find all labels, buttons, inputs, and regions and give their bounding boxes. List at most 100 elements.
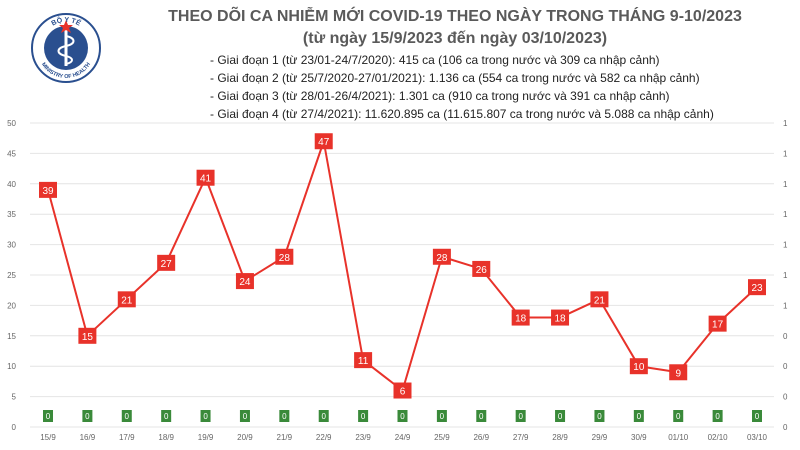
data-point-box — [117, 291, 136, 308]
data-label: 47 — [318, 137, 330, 148]
data-label: 18 — [554, 314, 566, 325]
data-label: 21 — [594, 295, 606, 306]
zero-label: 0 — [164, 412, 169, 421]
y2-tick-label: 0 — [783, 332, 788, 341]
zero-label: 0 — [558, 412, 563, 421]
data-point-box — [708, 315, 727, 332]
data-label: 27 — [161, 259, 173, 270]
title-line-1: THEO DÕI CA NHIỄM MỚI COVID-19 THEO NGÀY… — [168, 8, 742, 25]
zero-marker — [121, 410, 132, 422]
zero-marker — [633, 410, 644, 422]
x-tick-label: 03/10 — [747, 433, 768, 442]
data-point-box — [275, 248, 294, 265]
zero-label: 0 — [400, 412, 405, 421]
period-notes: - Giai đoạn 1 (từ 23/01-24/7/2020): 415 … — [210, 51, 800, 123]
zero-label: 0 — [203, 412, 208, 421]
y-tick-label: 45 — [7, 149, 16, 158]
zero-marker — [673, 410, 684, 422]
x-tick-label: 16/9 — [80, 433, 96, 442]
data-point-box — [432, 248, 451, 265]
data-label: 28 — [436, 253, 448, 264]
y2-tick-label: 1 — [783, 271, 788, 280]
x-tick-label: 27/9 — [513, 433, 529, 442]
y2-tick-label: 0 — [783, 393, 788, 402]
data-point-box — [78, 327, 97, 344]
note-period-4: - Giai đoạn 4 (từ 27/4/2021): 11.620.895… — [210, 107, 714, 121]
x-tick-label: 19/9 — [198, 433, 214, 442]
y2-tick-label: 1 — [783, 119, 788, 128]
zero-marker — [161, 410, 172, 422]
data-label: 24 — [239, 277, 251, 288]
y2-tick-label: 1 — [783, 149, 788, 158]
y-tick-label: 30 — [7, 241, 16, 250]
data-label: 11 — [358, 356, 369, 367]
data-point-box — [393, 382, 412, 399]
zero-label: 0 — [85, 412, 90, 421]
data-label: 18 — [515, 314, 527, 325]
x-tick-label: 30/9 — [631, 433, 647, 442]
x-tick-label: 20/9 — [237, 433, 253, 442]
data-label: 23 — [751, 283, 763, 294]
zero-marker — [397, 410, 408, 422]
zero-marker — [200, 410, 211, 422]
data-label: 26 — [476, 265, 488, 276]
zero-label: 0 — [637, 412, 642, 421]
data-label: 6 — [400, 387, 406, 398]
zero-marker — [358, 410, 369, 422]
x-tick-label: 22/9 — [316, 433, 332, 442]
data-label: 9 — [675, 368, 681, 379]
data-label: 41 — [200, 174, 212, 185]
zero-label: 0 — [479, 412, 484, 421]
y2-tick-label: 1 — [783, 241, 788, 250]
zero-label: 0 — [676, 412, 681, 421]
zero-marker — [555, 410, 566, 422]
zero-marker — [515, 410, 526, 422]
x-tick-label: 18/9 — [158, 433, 174, 442]
series-line — [47, 140, 758, 392]
data-label: 28 — [279, 253, 291, 264]
y-tick-label: 0 — [12, 423, 17, 432]
data-point-box — [472, 260, 491, 277]
y2-tick-label: 1 — [783, 301, 788, 310]
data-point-box — [235, 273, 254, 290]
zero-label: 0 — [715, 412, 720, 421]
note-period-1: - Giai đoạn 1 (từ 23/01-24/7/2020): 415 … — [210, 53, 660, 67]
zero-label: 0 — [46, 412, 51, 421]
chart-title: THEO DÕI CA NHIỄM MỚI COVID-19 THEO NGÀY… — [110, 6, 800, 50]
data-point-box — [354, 352, 373, 369]
zero-label: 0 — [755, 412, 760, 421]
data-label: 10 — [633, 362, 645, 373]
zero-marker — [318, 410, 329, 422]
zero-marker — [436, 410, 447, 422]
x-tick-label: 25/9 — [434, 433, 450, 442]
x-tick-label: 23/9 — [355, 433, 371, 442]
zero-label: 0 — [440, 412, 445, 421]
x-tick-label: 01/10 — [668, 433, 689, 442]
x-tick-label: 26/9 — [473, 433, 489, 442]
data-point-box — [590, 291, 609, 308]
y-tick-label: 10 — [7, 362, 16, 371]
y-tick-label: 40 — [7, 180, 16, 189]
data-point-box — [39, 181, 57, 198]
y-tick-label: 20 — [7, 301, 16, 310]
zero-label: 0 — [518, 412, 523, 421]
data-label: 39 — [42, 186, 54, 197]
x-tick-label: 17/9 — [119, 433, 135, 442]
title-line-2: (từ ngày 15/9/2023 đến ngày 03/10/2023) — [302, 30, 608, 47]
note-period-2: - Giai đoạn 2 (từ 25/7/2020-27/01/2021):… — [210, 71, 700, 85]
data-point-box — [551, 309, 570, 326]
y2-tick-label: 1 — [783, 180, 788, 189]
data-point-box — [669, 364, 688, 381]
zero-label: 0 — [321, 412, 326, 421]
zero-marker — [43, 410, 53, 422]
data-point-box — [748, 279, 766, 296]
y-tick-label: 5 — [12, 393, 17, 402]
x-tick-label: 29/9 — [592, 433, 608, 442]
x-tick-label: 28/9 — [552, 433, 568, 442]
y-tick-label: 35 — [7, 210, 16, 219]
data-label: 21 — [121, 295, 133, 306]
y-tick-label: 15 — [7, 332, 16, 341]
y2-tick-label: 0 — [783, 423, 788, 432]
x-tick-label: 15/9 — [40, 433, 56, 442]
